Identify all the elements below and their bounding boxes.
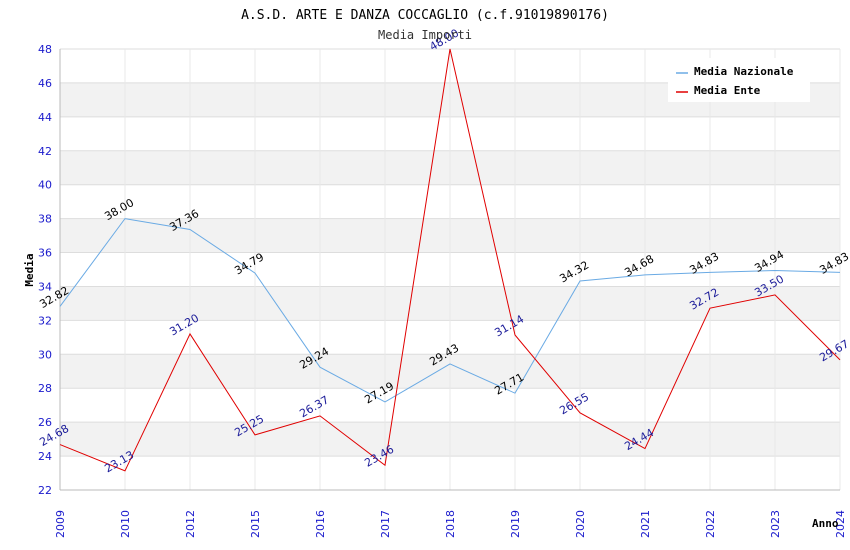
x-tick-label: 2020 bbox=[574, 510, 587, 538]
y-tick-label: 44 bbox=[38, 111, 52, 124]
series-line-media-ente bbox=[59, 48, 841, 472]
y-tick-label: 26 bbox=[38, 416, 52, 429]
y-tick-label: 22 bbox=[38, 484, 52, 497]
x-tick-label: 2010 bbox=[119, 510, 132, 538]
axes bbox=[59, 49, 840, 491]
x-tick-label: 2021 bbox=[639, 510, 652, 538]
x-tick-label: 2024 bbox=[834, 510, 847, 538]
data-label: 26.55 bbox=[557, 390, 591, 417]
y-tick-label: 30 bbox=[38, 348, 52, 361]
y-tick-label: 48 bbox=[38, 43, 52, 56]
y-tick-label: 24 bbox=[38, 450, 52, 463]
x-tick-label: 2015 bbox=[249, 510, 262, 538]
y-tick-label: 28 bbox=[38, 382, 52, 395]
y-ticks: 22 24 26 28 30 32 34 36 38 40 42 44 46 48 bbox=[38, 43, 52, 497]
series-line-media-nazionale bbox=[59, 218, 841, 403]
x-tick-label: 2012 bbox=[184, 510, 197, 538]
data-label: 34.83 bbox=[817, 250, 850, 277]
legend-label-media-nazionale: Media Nazionale bbox=[694, 65, 794, 78]
x-tick-label: 2009 bbox=[54, 510, 67, 538]
data-label: 34.79 bbox=[232, 251, 266, 278]
chart-title: A.S.D. ARTE E DANZA COCCAGLIO (c.f.91019… bbox=[241, 8, 609, 23]
data-label: 26.37 bbox=[297, 393, 331, 420]
x-tick-label: 2022 bbox=[704, 510, 717, 538]
y-axis-label: Media bbox=[23, 253, 36, 286]
y-tick-label: 42 bbox=[38, 145, 52, 158]
legend-label-media-ente: Media Ente bbox=[694, 84, 761, 97]
y-tick-label: 46 bbox=[38, 77, 52, 90]
x-tick-label: 2019 bbox=[509, 510, 522, 538]
y-tick-label: 32 bbox=[38, 314, 52, 327]
legend: Media Nazionale Media Ente bbox=[668, 58, 810, 102]
x-tick-label: 2016 bbox=[314, 510, 327, 538]
chart-subtitle: Media Importi bbox=[378, 28, 472, 42]
x-tick-label: 2017 bbox=[379, 510, 392, 538]
data-label: 34.32 bbox=[557, 258, 591, 285]
x-tick-label: 2018 bbox=[444, 510, 457, 538]
x-ticks: 2009 2010 2012 2015 2016 2017 2018 2019 2020 2021… bbox=[54, 510, 847, 538]
legend-box bbox=[668, 58, 810, 102]
y-tick-label: 40 bbox=[38, 179, 52, 192]
series-lines bbox=[59, 48, 841, 472]
y-tick-label: 38 bbox=[38, 213, 52, 226]
grid-lines bbox=[59, 48, 841, 491]
x-axis-label: Anno bbox=[812, 517, 839, 530]
y-tick-label: 36 bbox=[38, 247, 52, 260]
y-tick-label: 34 bbox=[38, 280, 52, 293]
x-tick-label: 2023 bbox=[769, 510, 782, 538]
